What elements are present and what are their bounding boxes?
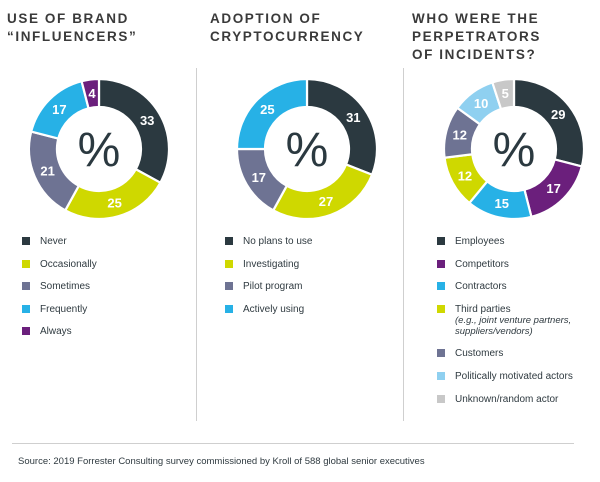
data-label-occasionally: 25 <box>107 195 121 210</box>
legend-swatch <box>437 394 445 403</box>
data-label-investigating: 27 <box>319 194 333 209</box>
chart-title: USE OF BRAND “INFLUENCERS” <box>7 11 138 44</box>
legend-swatch <box>22 259 30 268</box>
legend-label: Occasionally <box>40 258 97 270</box>
data-label-contractors: 15 <box>495 196 509 211</box>
legend-label: No plans to use <box>243 236 313 247</box>
chart-title: WHO WERE THE PERPETRATORS OF INCIDENTS? <box>412 11 541 62</box>
legend-label: Employees <box>455 236 505 247</box>
footer-divider <box>12 443 574 444</box>
legend-swatch <box>225 304 233 313</box>
donut-slice-actively-using <box>235 77 309 151</box>
legend-label: Third parties <box>455 303 511 315</box>
data-label-actively-using: 25 <box>260 102 274 117</box>
legend-item-always: Always <box>22 326 97 337</box>
legend-item-customers: Customers <box>437 348 600 359</box>
donut-chart-brand-influencers: 33 25 21 17 4% <box>27 77 171 221</box>
chart-panel-cryptocurrency: ADOPTION OF CRYPTOCURRENCY 31 27 17 25% No … <box>210 0 400 430</box>
chart-panel-brand-influencers: USE OF BRAND “INFLUENCERS” 33 25 21 17 4% Ne… <box>7 0 197 430</box>
legend-label: Never <box>40 236 67 247</box>
legend-item-contractors: Contractors <box>437 281 600 292</box>
data-label-customers: 12 <box>453 128 467 143</box>
legend-label: Frequently <box>40 303 88 315</box>
data-label-no-plans-to-use: 31 <box>346 110 360 125</box>
legend-swatch <box>22 237 30 245</box>
legend-label: Politically motivated actors <box>455 370 573 382</box>
legend-item-third-parties: Third parties (e.g., joint venture partne… <box>437 304 600 337</box>
legend-item-occasionally: Occasionally <box>22 259 97 270</box>
donut-chart-perpetrators: 29 17 15 12 12 10 5% <box>442 77 586 221</box>
data-label-politically-motivated-actors: 10 <box>474 96 488 111</box>
legend-item-competitors: Competitors <box>437 259 600 270</box>
legend-item-unknown-random-actor: Unknown/random actor <box>437 394 600 405</box>
legend-item-never: Never <box>22 236 97 247</box>
data-label-never: 33 <box>140 113 154 128</box>
legend-swatch <box>22 304 30 313</box>
legend-swatch <box>225 259 233 268</box>
donut-slice-always <box>80 77 101 110</box>
legend-swatch <box>437 349 445 358</box>
legend-item-investigating: Investigating <box>225 259 313 270</box>
legend-label: Customers <box>455 348 504 360</box>
data-label-third-parties: 12 <box>458 168 472 183</box>
legend-label: Always <box>40 326 72 338</box>
legend-label: Sometimes <box>40 281 91 293</box>
legend-swatch <box>22 282 30 291</box>
center-percent-label: % <box>286 124 329 177</box>
column-divider <box>196 68 197 421</box>
data-label-competitors: 17 <box>546 181 560 196</box>
legend-item-actively-using: Actively using <box>225 304 313 315</box>
column-divider <box>403 68 404 421</box>
chart-title: ADOPTION OF CRYPTOCURRENCY <box>210 11 365 44</box>
legend-item-sometimes: Sometimes <box>22 281 97 292</box>
legend-label: Contractors <box>455 281 507 293</box>
data-label-frequently: 17 <box>52 102 66 117</box>
chart-legend: Never Occasionally Sometimes Frequently Alwa… <box>22 236 97 349</box>
legend-note: (e.g., joint venture partners, suppliers… <box>455 314 572 337</box>
legend-swatch <box>437 282 445 291</box>
legend-swatch <box>437 259 445 268</box>
center-percent-label: % <box>493 124 536 177</box>
data-label-pilot-program: 17 <box>252 170 266 185</box>
legend-swatch <box>225 282 233 291</box>
legend-item-politically-motivated-actors: Politically motivated actors <box>437 371 600 382</box>
data-label-always: 4 <box>88 86 96 101</box>
data-label-employees: 29 <box>551 107 565 122</box>
legend-swatch <box>22 327 30 336</box>
legend-swatch <box>437 304 445 313</box>
legend-swatch <box>437 237 445 245</box>
donut-chart-cryptocurrency: 31 27 17 25% <box>235 77 379 221</box>
legend-item-frequently: Frequently <box>22 304 97 315</box>
chart-panel-perpetrators: WHO WERE THE PERPETRATORS OF INCIDENTS? … <box>412 0 600 430</box>
legend-item-pilot-program: Pilot program <box>225 281 313 292</box>
chart-legend: Employees Competitors Contractors Third par… <box>437 236 600 416</box>
data-label-sometimes: 21 <box>40 164 54 179</box>
legend-item-employees: Employees <box>437 236 600 247</box>
legend-label: Investigating <box>243 258 300 270</box>
legend-swatch <box>225 237 233 245</box>
legend-label: Pilot program <box>243 281 303 293</box>
data-label-unknown-random-actor: 5 <box>502 86 509 101</box>
donut-slice-unknown-random-actor <box>490 77 516 111</box>
chart-legend: No plans to use Investigating Pilot progra… <box>225 236 313 326</box>
center-percent-label: % <box>78 124 121 177</box>
legend-item-no-plans-to-use: No plans to use <box>225 236 313 247</box>
legend-swatch <box>437 371 445 380</box>
legend-label: Unknown/random actor <box>455 393 559 405</box>
legend-label: Actively using <box>243 303 305 315</box>
legend-label: Competitors <box>455 258 509 270</box>
source-note: Source: 2019 Forrester Consulting survey… <box>18 456 425 467</box>
